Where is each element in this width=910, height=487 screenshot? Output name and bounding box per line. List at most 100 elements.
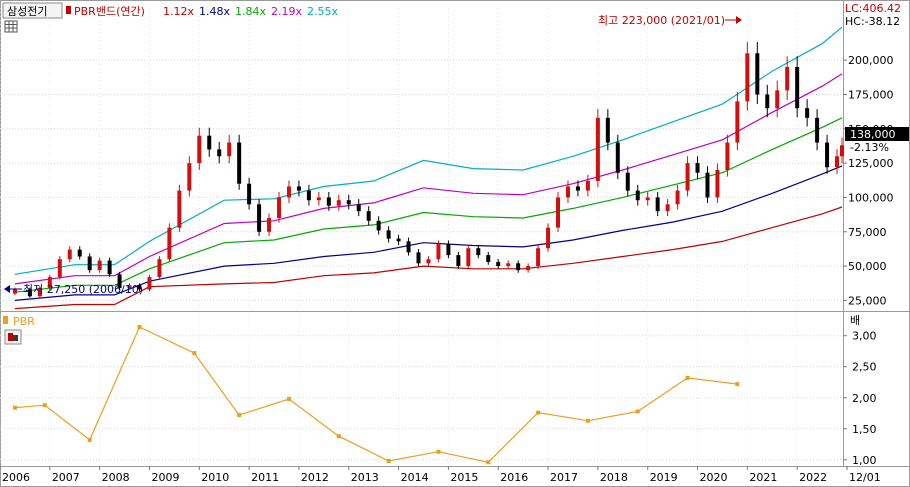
candle-body	[247, 183, 252, 205]
candle-body	[356, 204, 361, 212]
candle-body	[436, 244, 441, 260]
x-axis-ticks: 2006 2007 2008 2009 2010 2011 2012 2013 2014 2015…	[0, 466, 881, 484]
candle-body	[27, 289, 32, 297]
indicator-color-swatch	[66, 6, 71, 14]
pbr-tick-label: 1,50	[852, 423, 877, 436]
candle-body	[645, 197, 650, 201]
candle-body	[715, 169, 720, 198]
candle-body	[725, 142, 730, 170]
candle-body	[745, 53, 750, 102]
candle-body	[695, 163, 700, 173]
candle-body	[785, 67, 790, 91]
candle-body	[396, 238, 401, 242]
candle-body	[605, 117, 610, 143]
pbr-tick-label: 3,00	[852, 330, 877, 343]
pbr-point	[585, 418, 590, 423]
candle-body	[595, 117, 600, 181]
candle-body	[565, 186, 570, 198]
low-annotation: 최저 27,250 (2006/10)	[4, 283, 143, 296]
price-axis-ticks: 25,00050,00075,000100,000125,000150,0001…	[843, 54, 894, 307]
pbr-tick-label: 2,00	[852, 392, 877, 405]
x-tick-label: 2018	[600, 471, 628, 484]
candle-body	[765, 94, 770, 109]
multiplier-5: 2.55x	[307, 5, 338, 18]
high-annotation: 최고 223,000 (2021/01)	[598, 14, 742, 27]
multiplier-4: 2.19x	[271, 5, 302, 18]
band-line	[14, 206, 843, 310]
price-candles	[12, 42, 845, 298]
x-tick-label: 2009	[151, 471, 179, 484]
pbr-point	[336, 434, 341, 439]
candle-body	[546, 227, 551, 249]
candle-body	[526, 266, 531, 271]
price-change: -2.13%	[850, 141, 889, 154]
candle-body	[316, 197, 321, 201]
candle-body	[615, 142, 620, 173]
candle-body	[227, 142, 232, 157]
pbr-point	[685, 375, 690, 380]
pbr-unit-label: 배	[850, 314, 860, 327]
pbr-point	[436, 449, 441, 454]
x-tick-label: 2006	[2, 471, 30, 484]
pbr-title: PBR	[13, 315, 35, 328]
candle-body	[825, 142, 830, 168]
candle-body	[496, 261, 501, 267]
band-line	[14, 117, 843, 293]
candle-body	[67, 249, 72, 260]
band-line	[14, 26, 843, 275]
pbr-tick-label: 2,50	[852, 361, 877, 374]
pbr-panel-header: PBR	[3, 315, 35, 345]
candle-body	[840, 145, 845, 157]
pbr-axis-ticks: 1,00 1,50 2,00 2,50 3,00	[843, 330, 877, 467]
x-tick-label: 2013	[351, 471, 379, 484]
stock-name-box[interactable]	[2, 2, 63, 19]
stock-name: 삼성전기	[7, 5, 47, 18]
current-price-box	[845, 127, 909, 141]
candle-body	[77, 249, 82, 257]
candle-body	[237, 142, 242, 184]
price-tick-label: 25,000	[848, 294, 887, 307]
x-tick-label: 2017	[550, 471, 578, 484]
price-tick-label: 100,000	[848, 191, 894, 204]
pbr-point	[192, 351, 197, 356]
multiplier-1: 1.12x	[163, 5, 194, 18]
candle-body	[147, 277, 152, 290]
x-tick-label: 2011	[251, 471, 279, 484]
candle-body	[685, 163, 690, 191]
x-tick-label: 2019	[650, 471, 678, 484]
candle-body	[735, 101, 740, 143]
x-tick-label: 12/01	[849, 471, 881, 484]
x-tick-label: 2015	[450, 471, 478, 484]
lc-label: LC:406.42	[845, 2, 901, 15]
candle-body	[326, 197, 331, 206]
header-bar: 삼성전기 PBR밴드(연간) 1.12x 1.48x 1.84x 2.19x 2…	[2, 2, 338, 19]
candle-body	[37, 288, 42, 297]
candle-body	[117, 274, 122, 289]
candle-body	[376, 220, 381, 231]
candle-body	[296, 186, 301, 191]
settings-grid-icon[interactable]	[4, 20, 18, 33]
pbr-tick-label: 1,00	[852, 454, 877, 467]
low-annotation-text: 최저 27,250 (2006/10)	[23, 283, 143, 296]
pbr-point	[12, 405, 17, 410]
price-tick-label: 50,000	[848, 260, 887, 273]
multiplier-3: 1.84x	[235, 5, 266, 18]
pbr-line	[14, 326, 738, 463]
pbr-settings-icon[interactable]	[4, 329, 22, 345]
candle-body	[486, 255, 491, 262]
candle-body	[426, 259, 431, 264]
multiplier-2: 1.48x	[199, 5, 230, 18]
candle-body	[835, 156, 840, 168]
candle-body	[87, 256, 92, 271]
pbr-point	[42, 403, 47, 408]
x-tick-label: 2022	[799, 471, 827, 484]
candle-body	[815, 117, 820, 143]
pbr-gridlines	[0, 314, 843, 466]
candle-body	[187, 163, 192, 191]
pbr-point	[237, 413, 242, 418]
candle-body	[107, 260, 112, 275]
candle-body	[556, 197, 561, 228]
price-tick-label: 175,000	[848, 88, 894, 101]
